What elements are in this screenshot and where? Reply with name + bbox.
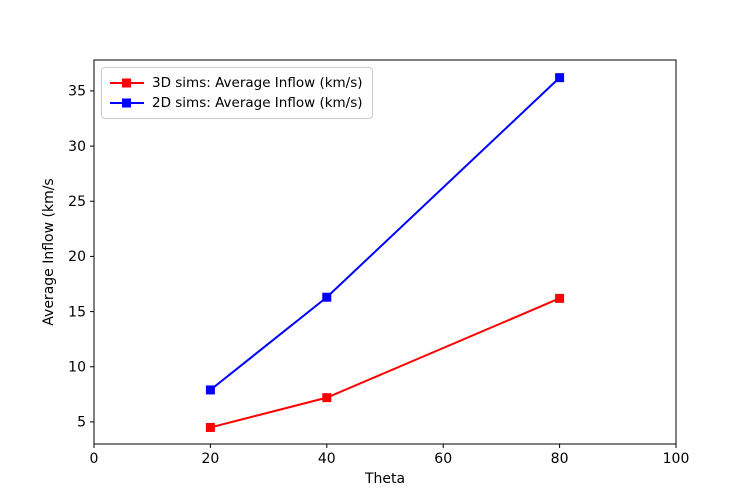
data-point-marker (555, 73, 565, 83)
y-axis-label: Average Inflow (km/s (41, 178, 57, 325)
data-point-marker (205, 422, 215, 432)
x-axis-label: Theta (364, 471, 405, 487)
axes-frame (93, 59, 677, 445)
y-tick-label: 10 (68, 360, 86, 376)
legend-key-blue-line-square-icon (110, 98, 144, 108)
y-tick-label: 5 (77, 415, 86, 431)
y-tick-label: 30 (68, 139, 86, 155)
plot-generated-content: 0 20 40 60 80 100 5 10 15 20 25 30 35 (68, 59, 690, 467)
series-line-2d-sims (209, 76, 561, 391)
x-tick-label: 60 (434, 451, 452, 467)
legend-label-2d-sims: 2D sims: Average Inflow (km/s) (152, 95, 363, 111)
y-tick-label: 20 (68, 249, 86, 265)
x-tick-label: 100 (663, 451, 690, 467)
legend-item-3d-sims: 3D sims: Average Inflow (km/s) (109, 73, 363, 93)
x-tick-label: 0 (90, 451, 99, 467)
legend-item-2d-sims: 2D sims: Average Inflow (km/s) (109, 93, 363, 113)
series-line-3d-sims (210, 297, 560, 429)
y-tick-label: 35 (68, 84, 86, 100)
data-point-marker (322, 292, 332, 302)
x-tick-label: 20 (201, 451, 219, 467)
y-tick-label: 25 (68, 194, 86, 210)
legend-label-3d-sims: 3D sims: Average Inflow (km/s) (152, 75, 363, 91)
x-tick-label: 40 (318, 451, 336, 467)
data-point-marker (555, 293, 565, 303)
y-tick-label: 15 (68, 304, 86, 320)
x-tick-label: 80 (551, 451, 569, 467)
data-point-marker (322, 393, 332, 403)
legend: 3D sims: Average Inflow (km/s) 2D sims: … (101, 67, 373, 119)
data-point-marker (205, 385, 215, 395)
legend-key-red-line-square-icon (110, 78, 144, 88)
